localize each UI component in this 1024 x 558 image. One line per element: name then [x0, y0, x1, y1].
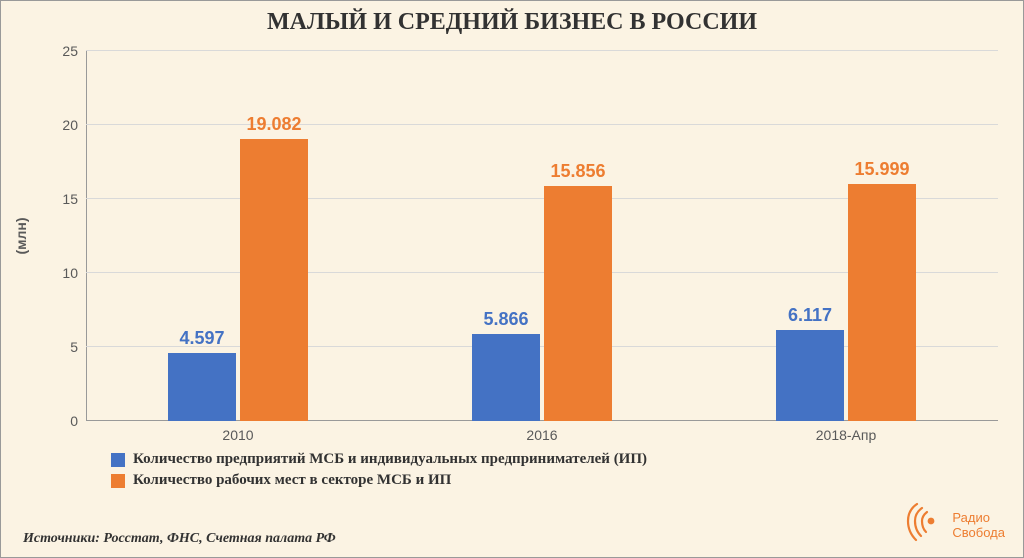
logo-text-line2: Свобода — [952, 526, 1005, 540]
source-text: Источники: Росстат, ФНС, Счетная палата … — [23, 531, 336, 547]
legend: Количество предприятий МСБ и индивидуаль… — [111, 451, 991, 493]
gridline — [86, 124, 998, 125]
bar-value-label: 15.999 — [854, 159, 909, 184]
bar: 15.856 — [544, 186, 612, 421]
legend-label: Количество рабочих мест в секторе МСБ и … — [133, 472, 451, 489]
y-tick-label: 10 — [62, 265, 86, 281]
chart-title: МАЛЫЙ И СРЕДНИЙ БИЗНЕС В РОССИИ — [1, 1, 1023, 40]
y-tick-label: 0 — [70, 413, 86, 429]
bar: 6.117 — [776, 330, 844, 421]
gridline — [86, 50, 998, 51]
radio-liberty-icon — [904, 502, 946, 549]
y-tick-label: 5 — [70, 339, 86, 355]
bar-value-label: 5.866 — [483, 309, 528, 334]
bar: 4.597 — [168, 353, 236, 421]
legend-swatch — [111, 453, 125, 467]
logo-text-line1: Радио — [952, 511, 1005, 525]
logo-text: Радио Свобода — [952, 511, 1005, 540]
x-tick-label: 2018-Апр — [816, 421, 877, 443]
legend-item: Количество предприятий МСБ и индивидуаль… — [111, 451, 991, 468]
x-tick-label: 2016 — [526, 421, 557, 443]
y-tick-label: 20 — [62, 117, 86, 133]
x-tick-label: 2010 — [222, 421, 253, 443]
bar: 15.999 — [848, 184, 916, 421]
bar-value-label: 15.856 — [550, 161, 605, 186]
bar: 5.866 — [472, 334, 540, 421]
bar-value-label: 6.117 — [788, 305, 832, 330]
y-axis-title: (млн) — [13, 217, 29, 254]
y-tick-label: 25 — [62, 43, 86, 59]
legend-label: Количество предприятий МСБ и индивидуаль… — [133, 451, 647, 468]
bar-value-label: 19.082 — [246, 114, 301, 139]
plot-area: 051015202520104.59719.08220165.86615.856… — [86, 51, 998, 421]
chart-container: МАЛЫЙ И СРЕДНИЙ БИЗНЕС В РОССИИ (млн) 05… — [0, 0, 1024, 558]
bar-value-label: 4.597 — [179, 328, 224, 353]
y-axis-line — [86, 51, 87, 421]
y-tick-label: 15 — [62, 191, 86, 207]
legend-item: Количество рабочих мест в секторе МСБ и … — [111, 472, 991, 489]
bar: 19.082 — [240, 139, 308, 421]
legend-swatch — [111, 474, 125, 488]
logo: Радио Свобода — [904, 502, 1005, 549]
